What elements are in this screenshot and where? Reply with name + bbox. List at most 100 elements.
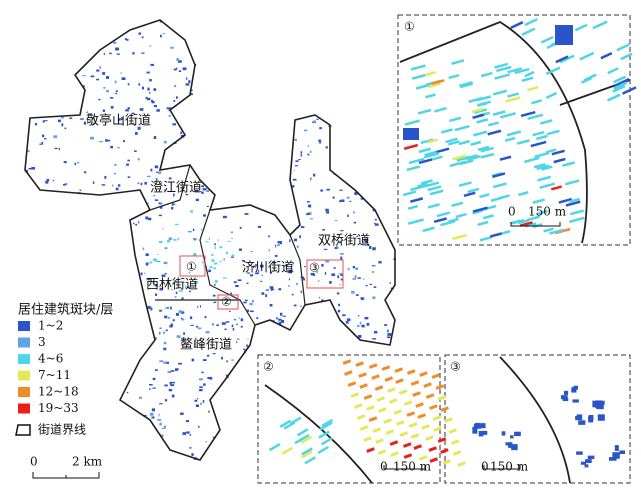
building-patch xyxy=(153,88,157,91)
building-patch xyxy=(188,290,192,293)
building-patch xyxy=(472,206,488,213)
building-patch xyxy=(437,437,447,443)
building-patch xyxy=(458,139,470,146)
building-patch xyxy=(84,171,87,174)
building-patch xyxy=(324,272,327,275)
building-patch xyxy=(480,152,495,159)
building-patch xyxy=(147,87,150,91)
building-patch xyxy=(211,259,215,262)
building-patch xyxy=(249,310,254,313)
building-patch xyxy=(138,396,143,399)
building-patch xyxy=(106,139,111,142)
building-patch xyxy=(197,327,202,330)
building-patch xyxy=(492,110,506,116)
building-patch xyxy=(203,264,205,267)
building-patch xyxy=(237,338,240,340)
building-patch xyxy=(255,272,259,275)
building-patch xyxy=(159,287,164,291)
building-patch xyxy=(140,272,143,276)
building-patch xyxy=(160,434,164,438)
building-patch xyxy=(205,441,208,443)
building-patch xyxy=(417,108,432,115)
building-patch xyxy=(99,66,101,69)
building-patch xyxy=(510,219,521,225)
building-patch xyxy=(151,100,155,104)
building-patch xyxy=(614,77,630,87)
building-patch xyxy=(298,158,301,161)
building-patch xyxy=(406,165,420,172)
building-patch xyxy=(415,402,424,408)
building-patch xyxy=(353,221,357,224)
building-patch xyxy=(337,309,341,313)
building-patch xyxy=(150,63,155,66)
building-patch xyxy=(192,228,195,232)
building-patch xyxy=(527,85,539,92)
building-patch xyxy=(596,404,604,410)
building-patch xyxy=(378,407,387,413)
building-patch xyxy=(275,244,277,248)
building-patch xyxy=(356,235,359,238)
building-patch xyxy=(231,256,235,258)
building-patch xyxy=(235,285,239,288)
building-patch xyxy=(221,322,226,325)
building-patch xyxy=(96,69,100,72)
building-patch xyxy=(293,238,298,242)
building-patch xyxy=(174,368,178,371)
building-patch xyxy=(102,72,106,75)
building-patch xyxy=(472,426,478,434)
building-patch xyxy=(231,324,234,328)
building-patch xyxy=(505,442,512,446)
building-patch xyxy=(110,145,114,149)
building-patch xyxy=(431,373,441,379)
building-patch xyxy=(155,283,158,287)
building-patch xyxy=(452,233,467,241)
building-patch xyxy=(300,226,305,228)
building-patch xyxy=(54,147,58,150)
building-patch xyxy=(354,403,363,409)
building-patch xyxy=(472,130,488,137)
building-patch xyxy=(159,331,161,335)
building-patch xyxy=(79,189,82,191)
legend-label: 19~33 xyxy=(38,401,79,415)
building-patch xyxy=(155,293,158,296)
building-patch xyxy=(154,165,159,169)
building-patch xyxy=(224,328,227,331)
building-patch xyxy=(114,163,117,166)
building-patch xyxy=(346,196,350,199)
building-patch xyxy=(216,324,219,327)
building-patch xyxy=(448,428,458,434)
building-patch xyxy=(289,239,291,243)
building-patch xyxy=(296,428,309,437)
legend-label: 1~2 xyxy=(38,319,63,333)
building-patch xyxy=(278,321,282,325)
building-patch xyxy=(403,128,419,140)
building-patch xyxy=(219,246,223,249)
building-patch xyxy=(207,354,210,357)
building-patch xyxy=(213,301,217,304)
building-patch xyxy=(146,97,151,101)
building-patch xyxy=(477,101,488,107)
building-patch xyxy=(164,273,167,275)
building-patch xyxy=(194,399,198,402)
building-patch xyxy=(274,254,278,257)
building-patch xyxy=(504,136,516,142)
building-patch xyxy=(173,100,176,102)
building-patch xyxy=(163,140,167,144)
building-patch xyxy=(225,251,228,255)
building-patch xyxy=(222,215,227,219)
building-patch xyxy=(326,188,330,191)
building-patch xyxy=(531,99,543,105)
building-patch xyxy=(351,290,355,294)
building-patch xyxy=(187,230,192,233)
building-patch xyxy=(279,419,292,428)
building-patch xyxy=(292,178,297,181)
scale-label: 2 km xyxy=(72,455,103,469)
building-patch xyxy=(583,73,597,82)
building-patch xyxy=(321,299,324,302)
building-patch xyxy=(467,187,480,194)
building-patch xyxy=(57,119,61,123)
building-patch xyxy=(164,425,166,428)
building-patch xyxy=(475,422,481,428)
building-patch xyxy=(420,138,434,145)
scale-bar xyxy=(483,465,521,470)
